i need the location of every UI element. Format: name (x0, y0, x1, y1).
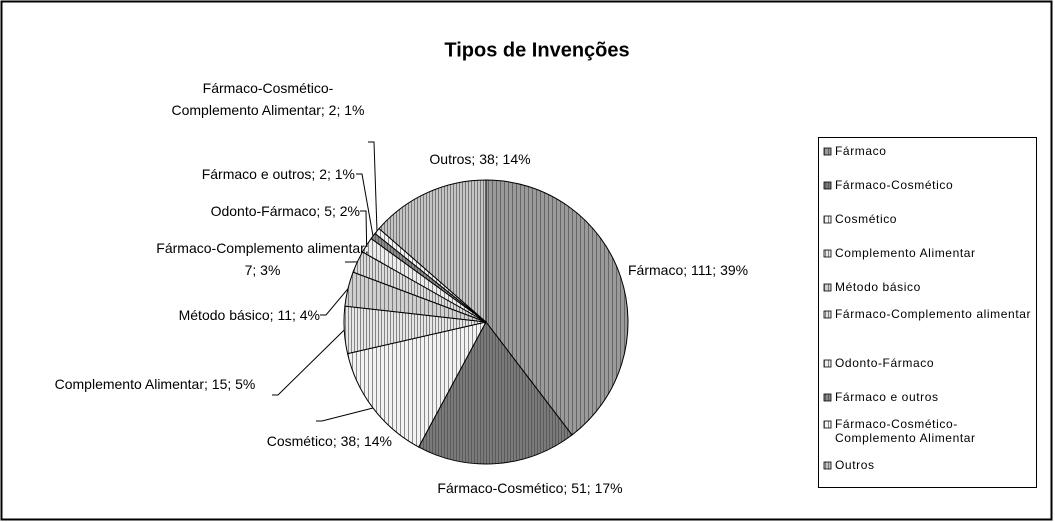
pie-slice (346, 321, 487, 448)
legend-swatch (823, 283, 832, 292)
chart-title: Tipos de Invenções (444, 39, 629, 61)
legend-label: Odonto-Fármaco (835, 356, 935, 370)
leader-line (360, 210, 368, 246)
leader-line (272, 329, 345, 396)
legend-label: Outros (835, 458, 875, 472)
data-label: Cosmético; 38; 14% (266, 433, 392, 449)
legend-swatch (823, 393, 832, 402)
data-label: Fármaco-Cosmético; 51; 17% (437, 480, 623, 496)
data-label: Odonto-Fármaco; 5; 2% (210, 203, 360, 219)
data-label: Fármaco-Cosmético-Complemento Alimentar;… (171, 80, 365, 118)
legend-label: Fármaco (835, 144, 887, 158)
legend-label: Fármaco-Cosmético-Complemento Alimentar (835, 417, 976, 445)
legend-label: Método básico (835, 280, 921, 294)
pie-slice (418, 321, 573, 465)
legend-label: Fármaco-Cosmético (835, 178, 954, 192)
legend-swatch (823, 359, 832, 368)
legend-label: Fármaco-Complemento alimentar (835, 307, 1032, 321)
legend-swatch (823, 147, 832, 156)
pie-slice (485, 179, 629, 436)
data-label: Fármaco-Complemento alimentar; 7; 3% (156, 240, 369, 278)
data-label: Fármaco; 111; 39% (628, 262, 749, 278)
legend-label: Complemento Alimentar (835, 246, 976, 260)
legend-swatch (823, 215, 832, 224)
leader-line (356, 173, 374, 237)
legend-swatch (823, 461, 832, 470)
legend-label: Cosmético (835, 212, 898, 226)
legend-swatch (823, 181, 832, 190)
leader-line (368, 141, 378, 232)
pie-slice (378, 179, 487, 324)
legend-box (818, 137, 1037, 488)
legend-swatch (823, 420, 832, 429)
data-label: Método básico; 11; 4% (178, 307, 320, 323)
data-label: Fármaco e outros; 2; 1% (201, 166, 355, 182)
leader-line (316, 407, 374, 422)
data-label: Complemento Alimentar; 15; 5% (54, 376, 256, 392)
leader-line (320, 288, 349, 316)
data-label: Outros; 38; 14% (429, 151, 531, 167)
legend-swatch (823, 310, 832, 319)
legend-swatch (823, 249, 832, 258)
legend-label: Fármaco e outros (835, 390, 939, 404)
